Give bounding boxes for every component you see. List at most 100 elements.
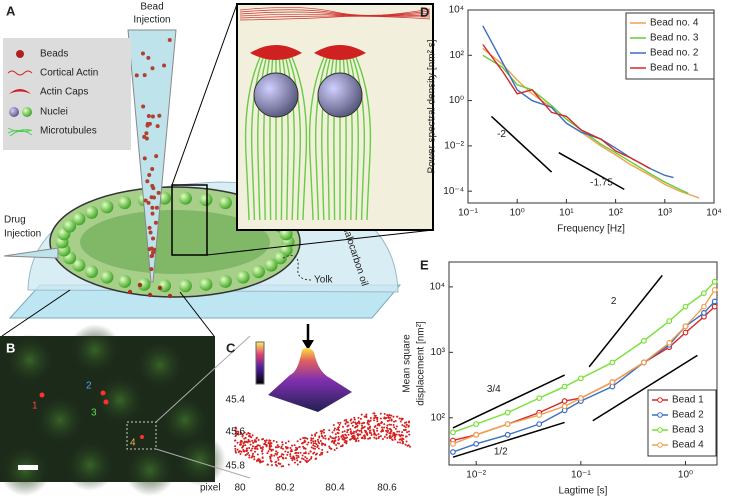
- track-point: [261, 448, 264, 451]
- bead: [142, 73, 147, 78]
- track-point: [291, 457, 294, 460]
- track-point: [355, 430, 358, 433]
- y-tick-label: 10²: [431, 412, 446, 423]
- zoom-line: [155, 335, 251, 423]
- track-point: [234, 435, 237, 438]
- track-point: [275, 464, 278, 467]
- track-point: [398, 417, 401, 420]
- track-point: [305, 460, 308, 463]
- legend-label: Bead no. 2: [650, 48, 699, 59]
- marker: [682, 323, 689, 330]
- track-point: [383, 412, 386, 415]
- legend-icon: [9, 89, 31, 94]
- track-point: [372, 430, 375, 433]
- track-point: [282, 457, 285, 460]
- track-point: [235, 432, 238, 435]
- track-point: [392, 432, 395, 435]
- legend-icon: [7, 127, 33, 137]
- track-point: [345, 420, 348, 423]
- track-point: [306, 443, 309, 446]
- nucleus: [253, 72, 299, 118]
- track-point: [389, 416, 392, 419]
- track-point: [339, 421, 342, 424]
- track-point: [265, 444, 268, 447]
- x-tick-label: 10⁰: [510, 208, 525, 219]
- track-point: [296, 459, 299, 462]
- marker: [682, 329, 689, 336]
- track-point: [250, 456, 253, 459]
- track-point: [277, 458, 280, 461]
- track-point: [386, 431, 389, 434]
- track-point: [255, 437, 258, 440]
- track-point: [289, 446, 292, 449]
- nucleus: [63, 219, 77, 233]
- track-point: [394, 433, 397, 436]
- nucleus: [178, 191, 192, 205]
- marker: [536, 412, 543, 418]
- track-point: [274, 446, 277, 449]
- yolk-pointer: [282, 255, 313, 281]
- track-point: [315, 431, 318, 434]
- track-point: [241, 446, 244, 449]
- track-point: [376, 429, 379, 432]
- track-point: [324, 434, 327, 437]
- nucleus: [84, 205, 98, 219]
- panel-b: B 1 2 3 4: [0, 324, 251, 496]
- track-point: [372, 412, 375, 415]
- track-point: [358, 429, 361, 432]
- track-point: [394, 438, 397, 441]
- track-point: [242, 450, 245, 453]
- track-point: [258, 458, 261, 461]
- microtubule: [287, 54, 302, 221]
- bead: [154, 205, 159, 210]
- legend-text: Nuclei: [40, 107, 68, 118]
- track-point: [280, 446, 283, 449]
- bead: [146, 55, 151, 60]
- drug-injection-label: Injection: [4, 229, 41, 240]
- track-point: [286, 453, 289, 456]
- track-point: [240, 443, 243, 446]
- bead: [157, 113, 162, 118]
- track-point: [396, 441, 399, 444]
- bead: [140, 51, 145, 56]
- track-point: [390, 429, 393, 432]
- x-tick-label: 10¹: [559, 208, 574, 219]
- track-point: [360, 413, 363, 416]
- microtubule: [308, 54, 326, 221]
- bead: [144, 131, 149, 136]
- track-point: [236, 441, 239, 444]
- nucleus: [100, 270, 114, 284]
- track-point: [252, 452, 255, 455]
- track-point: [267, 450, 270, 453]
- reference-label: -1.75: [590, 178, 613, 189]
- marker: [666, 318, 673, 325]
- track-point: [331, 439, 334, 442]
- legend-label: Bead no. 1: [650, 63, 699, 74]
- nucleus: [252, 265, 266, 279]
- track-point: [355, 425, 358, 428]
- arrow-head: [302, 340, 314, 350]
- track-point: [262, 437, 265, 440]
- blob: [94, 374, 146, 426]
- blob: [4, 334, 56, 386]
- track-point: [312, 442, 315, 445]
- bead-label: 3: [91, 408, 97, 419]
- marker: [504, 409, 511, 416]
- track-point: [234, 429, 237, 432]
- track-point: [256, 453, 259, 456]
- track-point: [389, 436, 392, 439]
- c-xtick: 80: [234, 483, 246, 494]
- track-point: [236, 448, 239, 451]
- track-point: [281, 443, 284, 446]
- bead: [156, 190, 161, 195]
- track-point: [340, 435, 343, 438]
- track-point: [310, 441, 313, 444]
- track-point: [246, 449, 249, 452]
- x-axis-label: Frequency [Hz]: [557, 224, 625, 235]
- track-point: [342, 434, 345, 437]
- marker: [577, 375, 584, 382]
- track-point: [392, 423, 395, 426]
- track-point: [320, 434, 323, 437]
- track-point: [336, 431, 339, 434]
- legend-icon: [16, 50, 24, 58]
